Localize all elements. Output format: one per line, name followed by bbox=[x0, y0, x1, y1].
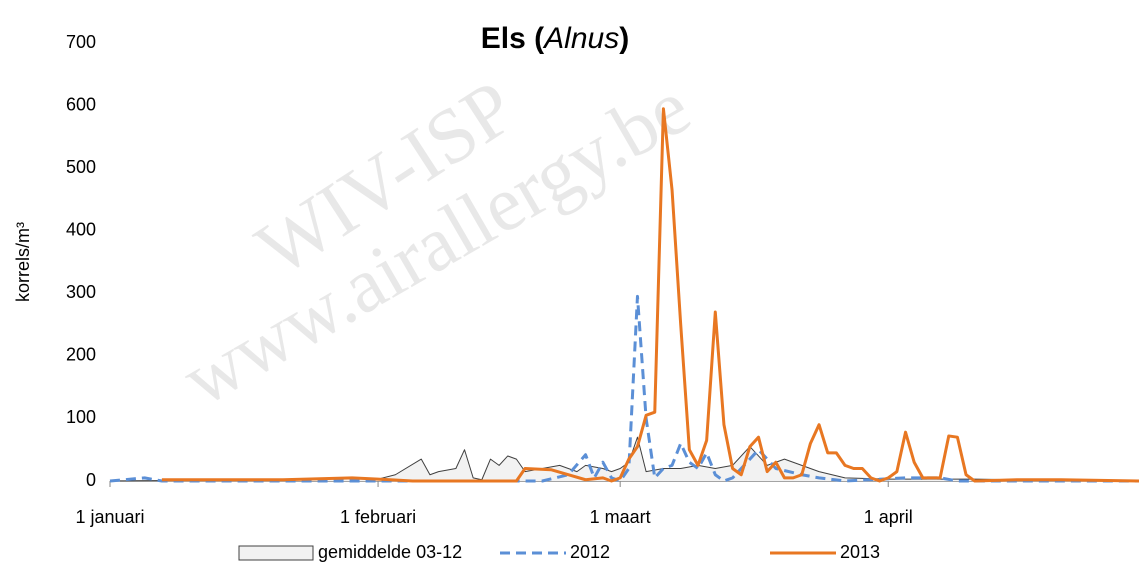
legend-label: 2012 bbox=[570, 542, 610, 562]
line bbox=[161, 107, 1140, 483]
y-tick-label: 400 bbox=[66, 219, 96, 239]
x-tick-label: 1 februari bbox=[340, 507, 416, 527]
x-tick-label: 1 januari bbox=[75, 507, 144, 527]
y-tick-label: 300 bbox=[66, 282, 96, 302]
y-tick-label: 0 bbox=[86, 470, 96, 490]
y-tick-label: 100 bbox=[66, 407, 96, 427]
title-part: ) bbox=[619, 22, 629, 55]
legend-label: gemiddelde 03-12 bbox=[318, 542, 462, 562]
title-part: Els ( bbox=[481, 22, 544, 55]
line bbox=[109, 294, 1139, 483]
legend-label: 2013 bbox=[840, 542, 880, 562]
y-tick-label: 500 bbox=[66, 157, 96, 177]
chart-title: Els (Alnus) bbox=[481, 22, 629, 55]
title-part: Alnus bbox=[542, 22, 619, 55]
y-tick-label: 700 bbox=[66, 32, 96, 52]
y-tick-label: 200 bbox=[66, 345, 96, 365]
legend-swatch bbox=[238, 545, 314, 561]
x-tick-label: 1 maart bbox=[590, 507, 651, 527]
y-tick-label: 600 bbox=[66, 94, 96, 114]
y-axis-label: korrels/m³ bbox=[13, 222, 33, 302]
x-tick-label: 1 april bbox=[864, 507, 913, 527]
